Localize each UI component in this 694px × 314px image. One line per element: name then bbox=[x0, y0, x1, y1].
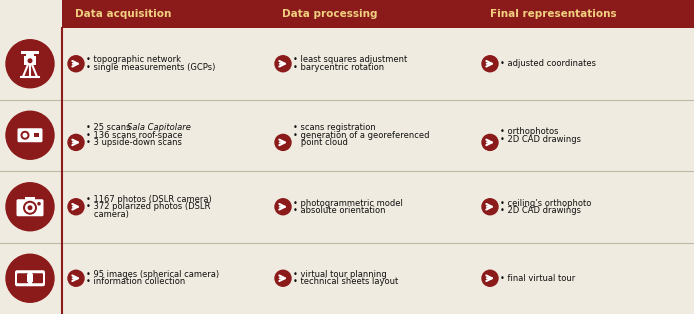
FancyBboxPatch shape bbox=[17, 199, 44, 216]
Text: • generation of a georeferenced: • generation of a georeferenced bbox=[293, 131, 430, 140]
Circle shape bbox=[275, 199, 291, 215]
Circle shape bbox=[6, 111, 54, 159]
Bar bbox=[62, 0, 694, 28]
Text: • absolute orientation: • absolute orientation bbox=[293, 206, 385, 215]
Circle shape bbox=[68, 56, 84, 72]
Text: • 2D CAD drawings: • 2D CAD drawings bbox=[500, 134, 581, 143]
Circle shape bbox=[275, 134, 291, 150]
Text: • final virtual tour: • final virtual tour bbox=[500, 274, 575, 283]
Bar bbox=[21, 51, 39, 54]
Text: Data acquisition: Data acquisition bbox=[75, 9, 171, 19]
Text: point cloud: point cloud bbox=[293, 138, 348, 147]
Text: • adjusted coordinates: • adjusted coordinates bbox=[500, 59, 596, 68]
Text: Sala Capitolare: Sala Capitolare bbox=[127, 123, 191, 132]
FancyBboxPatch shape bbox=[17, 128, 42, 142]
Text: • scans registration: • scans registration bbox=[293, 123, 375, 132]
Text: • technical sheets layout: • technical sheets layout bbox=[293, 278, 398, 286]
Circle shape bbox=[28, 205, 33, 210]
Text: Final representations: Final representations bbox=[490, 9, 617, 19]
Text: • 136 scans roof-space: • 136 scans roof-space bbox=[86, 131, 183, 140]
Circle shape bbox=[482, 199, 498, 215]
Text: Data processing: Data processing bbox=[282, 9, 378, 19]
Circle shape bbox=[68, 270, 84, 286]
Circle shape bbox=[68, 134, 84, 150]
Circle shape bbox=[275, 270, 291, 286]
Text: • topographic network: • topographic network bbox=[86, 56, 181, 64]
Text: • orthophotos: • orthophotos bbox=[500, 127, 559, 136]
Text: • virtual tour planning: • virtual tour planning bbox=[293, 270, 387, 279]
Circle shape bbox=[22, 133, 28, 138]
Circle shape bbox=[68, 199, 84, 215]
Text: • photogrammetric model: • photogrammetric model bbox=[293, 198, 403, 208]
Circle shape bbox=[25, 203, 35, 213]
Circle shape bbox=[23, 201, 37, 215]
Text: • ceiling’s orthophoto: • ceiling’s orthophoto bbox=[500, 198, 591, 208]
FancyBboxPatch shape bbox=[32, 273, 43, 283]
Bar bbox=[34, 133, 39, 137]
Text: camera): camera) bbox=[86, 210, 129, 219]
Circle shape bbox=[6, 183, 54, 231]
Circle shape bbox=[275, 56, 291, 72]
Circle shape bbox=[6, 254, 54, 302]
Text: • 25 scans: • 25 scans bbox=[86, 123, 133, 132]
Bar bbox=[27, 274, 33, 282]
Text: • 3 upside-down scans: • 3 upside-down scans bbox=[86, 138, 182, 147]
Bar bbox=[26, 51, 34, 56]
Circle shape bbox=[21, 131, 30, 140]
Circle shape bbox=[482, 56, 498, 72]
Circle shape bbox=[482, 134, 498, 150]
Circle shape bbox=[482, 270, 498, 286]
Text: • information collection: • information collection bbox=[86, 278, 185, 286]
Text: • 2D CAD drawings: • 2D CAD drawings bbox=[500, 206, 581, 215]
Text: • least squares adjustment: • least squares adjustment bbox=[293, 56, 407, 64]
Bar bbox=[24, 56, 36, 65]
Text: • 372 polarized photos (DSLR: • 372 polarized photos (DSLR bbox=[86, 202, 210, 211]
Text: • 95 images (spherical camera): • 95 images (spherical camera) bbox=[86, 270, 219, 279]
FancyBboxPatch shape bbox=[17, 273, 28, 283]
Circle shape bbox=[28, 58, 33, 63]
Text: • 1167 photos (DSLR camera): • 1167 photos (DSLR camera) bbox=[86, 195, 212, 204]
Bar bbox=[25, 197, 35, 201]
Text: • barycentric rotation: • barycentric rotation bbox=[293, 63, 384, 72]
Circle shape bbox=[6, 40, 54, 88]
Circle shape bbox=[37, 202, 41, 206]
Text: • single measurements (GCPs): • single measurements (GCPs) bbox=[86, 63, 215, 72]
FancyBboxPatch shape bbox=[15, 270, 45, 286]
